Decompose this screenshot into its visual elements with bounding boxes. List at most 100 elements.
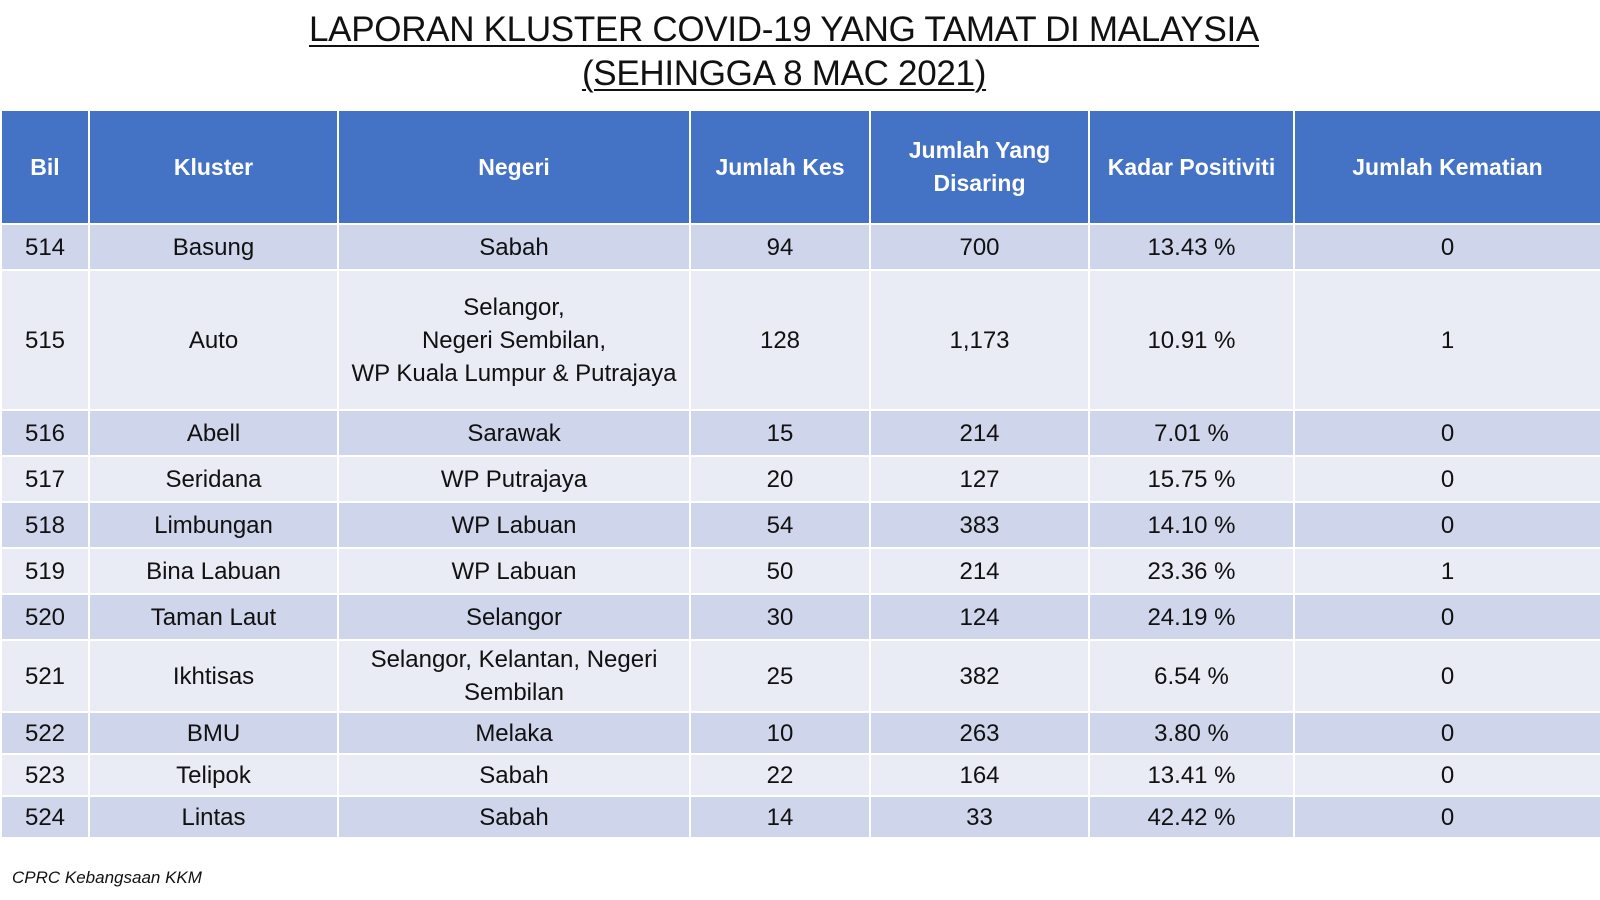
cell-jumlah-disaring: 382 — [869, 639, 1090, 713]
cell-negeri: WP Labuan — [337, 501, 691, 549]
negeri-line: Sarawak — [467, 419, 561, 447]
cell-negeri: Selangor — [337, 593, 691, 641]
cell-jumlah-kematian: 0 — [1293, 593, 1600, 641]
negeri-line: WP Labuan — [451, 557, 577, 585]
cell-jumlah-kes: 128 — [689, 269, 871, 411]
negeri-line: WP Kuala Lumpur & Putrajaya — [351, 359, 677, 387]
table-row: 514 Basung Sabah 94 700 13.43 % 0 — [0, 223, 1600, 271]
cell-kluster: Ikhtisas — [88, 639, 339, 713]
cell-bil: 514 — [0, 223, 90, 271]
cell-jumlah-kes: 22 — [689, 753, 871, 797]
header-jumlah-disaring: Jumlah Yang Disaring — [869, 109, 1090, 225]
cell-kadar-positiviti: 7.01 % — [1088, 409, 1295, 457]
cell-kadar-positiviti: 15.75 % — [1088, 455, 1295, 503]
cell-jumlah-kes: 30 — [689, 593, 871, 641]
cell-jumlah-kematian: 1 — [1293, 547, 1600, 595]
cell-negeri: WP Putrajaya — [337, 455, 691, 503]
cell-bil: 523 — [0, 753, 90, 797]
table-row: 523 Telipok Sabah 22 164 13.41 % 0 — [0, 753, 1600, 797]
cell-kadar-positiviti: 13.43 % — [1088, 223, 1295, 271]
table-row: 524 Lintas Sabah 14 33 42.42 % 0 — [0, 795, 1600, 839]
cell-negeri: Sabah — [337, 753, 691, 797]
header-bil: Bil — [0, 109, 90, 225]
report-title: LAPORAN KLUSTER COVID-19 YANG TAMAT DI M… — [0, 8, 1568, 96]
table-row: 518 Limbungan WP Labuan 54 383 14.10 % 0 — [0, 501, 1600, 549]
cell-bil: 522 — [0, 711, 90, 755]
table-header: Bil Kluster Negeri Jumlah Kes Jumlah Yan… — [0, 109, 1600, 225]
table-row: 522 BMU Melaka 10 263 3.80 % 0 — [0, 711, 1600, 755]
cell-jumlah-kematian: 0 — [1293, 711, 1600, 755]
cell-jumlah-kematian: 0 — [1293, 409, 1600, 457]
cell-kadar-positiviti: 14.10 % — [1088, 501, 1295, 549]
cell-negeri: Selangor, Negeri Sembilan, WP Kuala Lumpur… — [337, 269, 691, 411]
cell-jumlah-kematian: 0 — [1293, 639, 1600, 713]
cell-jumlah-disaring: 263 — [869, 711, 1090, 755]
cell-jumlah-kes: 25 — [689, 639, 871, 713]
table-row: 519 Bina Labuan WP Labuan 50 214 23.36 % 1 — [0, 547, 1600, 595]
cell-bil: 524 — [0, 795, 90, 839]
table-row: 515 Auto Selangor, Negeri Sembilan, WP Kuala… — [0, 269, 1600, 411]
cell-kluster: Limbungan — [88, 501, 339, 549]
cell-negeri: Sabah — [337, 795, 691, 839]
cell-jumlah-kes: 15 — [689, 409, 871, 457]
source-footer: CPRC Kebangsaan KKM — [12, 868, 202, 887]
cell-kluster: Auto — [88, 269, 339, 411]
negeri-line: Selangor — [465, 603, 563, 631]
cell-jumlah-disaring: 33 — [869, 795, 1090, 839]
cell-kluster: Taman Laut — [88, 593, 339, 641]
cell-jumlah-disaring: 214 — [869, 547, 1090, 595]
negeri-line: Selangor, Kelantan, Negeri — [370, 646, 658, 673]
cell-kluster: BMU — [88, 711, 339, 755]
cell-jumlah-kematian: 0 — [1293, 753, 1600, 797]
negeri-line: Melaka — [475, 719, 553, 747]
header-jumlah-disaring-text: Jumlah Yang Disaring — [908, 137, 1051, 196]
cell-jumlah-kes: 54 — [689, 501, 871, 549]
cell-kadar-positiviti: 23.36 % — [1088, 547, 1295, 595]
header-jumlah-kes: Jumlah Kes — [689, 109, 871, 225]
cell-kadar-positiviti: 24.19 % — [1088, 593, 1295, 641]
cell-jumlah-kematian: 1 — [1293, 269, 1600, 411]
negeri-line: Selangor, — [463, 293, 565, 321]
cell-kluster: Telipok — [88, 753, 339, 797]
report-title-line2: (SEHINGGA 8 MAC 2021) — [581, 54, 987, 93]
cell-bil: 517 — [0, 455, 90, 503]
cluster-table: Bil Kluster Negeri Jumlah Kes Jumlah Yan… — [0, 109, 1600, 839]
cell-negeri: WP Labuan — [337, 547, 691, 595]
header-jumlah-kematian: Jumlah Kematian — [1293, 109, 1600, 225]
cell-jumlah-disaring: 127 — [869, 455, 1090, 503]
cell-negeri: Sabah — [337, 223, 691, 271]
header-kadar-positiviti: Kadar Positiviti — [1088, 109, 1295, 225]
cell-kadar-positiviti: 6.54 % — [1088, 639, 1295, 713]
cell-bil: 520 — [0, 593, 90, 641]
header-row: Bil Kluster Negeri Jumlah Kes Jumlah Yan… — [0, 109, 1600, 225]
cell-bil: 516 — [0, 409, 90, 457]
cell-jumlah-kes: 14 — [689, 795, 871, 839]
cell-jumlah-kematian: 0 — [1293, 455, 1600, 503]
cell-kadar-positiviti: 10.91 % — [1088, 269, 1295, 411]
cell-negeri: Sarawak — [337, 409, 691, 457]
cell-kluster: Basung — [88, 223, 339, 271]
cell-kadar-positiviti: 42.42 % — [1088, 795, 1295, 839]
cell-bil: 519 — [0, 547, 90, 595]
negeri-line: WP Putrajaya — [440, 465, 588, 493]
cell-bil: 521 — [0, 639, 90, 713]
cell-kluster: Abell — [88, 409, 339, 457]
negeri-line: Sabah — [479, 803, 549, 831]
cell-jumlah-disaring: 700 — [869, 223, 1090, 271]
cell-jumlah-kematian: 0 — [1293, 795, 1600, 839]
negeri-line: WP Labuan — [451, 511, 577, 539]
cell-jumlah-disaring: 124 — [869, 593, 1090, 641]
cell-kadar-positiviti: 13.41 % — [1088, 753, 1295, 797]
cell-jumlah-kematian: 0 — [1293, 223, 1600, 271]
cell-jumlah-kes: 20 — [689, 455, 871, 503]
table-body: 514 Basung Sabah 94 700 13.43 % 0 515 Auto Selang… — [0, 223, 1600, 839]
table-row: 516 Abell Sarawak 15 214 7.01 % 0 — [0, 409, 1600, 457]
negeri-line: Sembilan — [463, 679, 565, 706]
table-row: 521 Ikhtisas Selangor, Kelantan, Negeri Sem… — [0, 639, 1600, 713]
cell-jumlah-kes: 50 — [689, 547, 871, 595]
table-row: 517 Seridana WP Putrajaya 20 127 15.75 % 0 — [0, 455, 1600, 503]
header-negeri: Negeri — [337, 109, 691, 225]
cell-jumlah-disaring: 383 — [869, 501, 1090, 549]
cell-jumlah-kes: 10 — [689, 711, 871, 755]
cell-jumlah-disaring: 164 — [869, 753, 1090, 797]
